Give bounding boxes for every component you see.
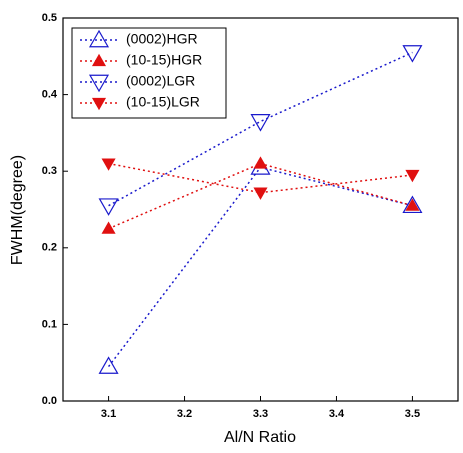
y-tick-label: 0.3	[42, 165, 57, 177]
marker	[402, 195, 423, 214]
marker	[253, 187, 268, 200]
x-tick-label: 3.1	[101, 408, 116, 420]
marker	[101, 221, 116, 234]
x-tick-label: 3.2	[177, 408, 192, 420]
legend-label: (0002)HGR	[126, 31, 198, 47]
series-line	[108, 162, 413, 194]
y-tick-label: 0.1	[42, 318, 57, 330]
legend-label: (10-15)HGR	[126, 52, 202, 68]
x-axis-label: Al/N Ratio	[224, 429, 296, 446]
marker	[405, 198, 420, 211]
legend-marker	[88, 29, 110, 48]
legend-label: (10-15)LGR	[126, 94, 200, 110]
legend-marker	[91, 53, 107, 67]
marker	[250, 114, 271, 132]
y-tick-label: 0.4	[42, 89, 58, 101]
x-tick-label: 3.4	[329, 408, 345, 420]
y-tick-label: 0.5	[42, 12, 57, 24]
marker	[402, 45, 423, 63]
y-tick-label: 0.2	[42, 242, 57, 254]
marker	[101, 158, 116, 171]
legend-marker	[91, 97, 107, 111]
legend-label: (0002)LGR	[126, 73, 195, 89]
x-tick-label: 3.3	[253, 408, 268, 420]
x-tick-label: 3.5	[405, 408, 420, 420]
legend-marker	[88, 74, 110, 93]
y-axis-label: FWHM(degree)	[9, 155, 26, 265]
marker	[253, 156, 268, 169]
y-tick-label: 0.0	[42, 395, 57, 407]
marker	[98, 356, 119, 374]
marker	[405, 169, 420, 183]
marker	[98, 198, 119, 216]
